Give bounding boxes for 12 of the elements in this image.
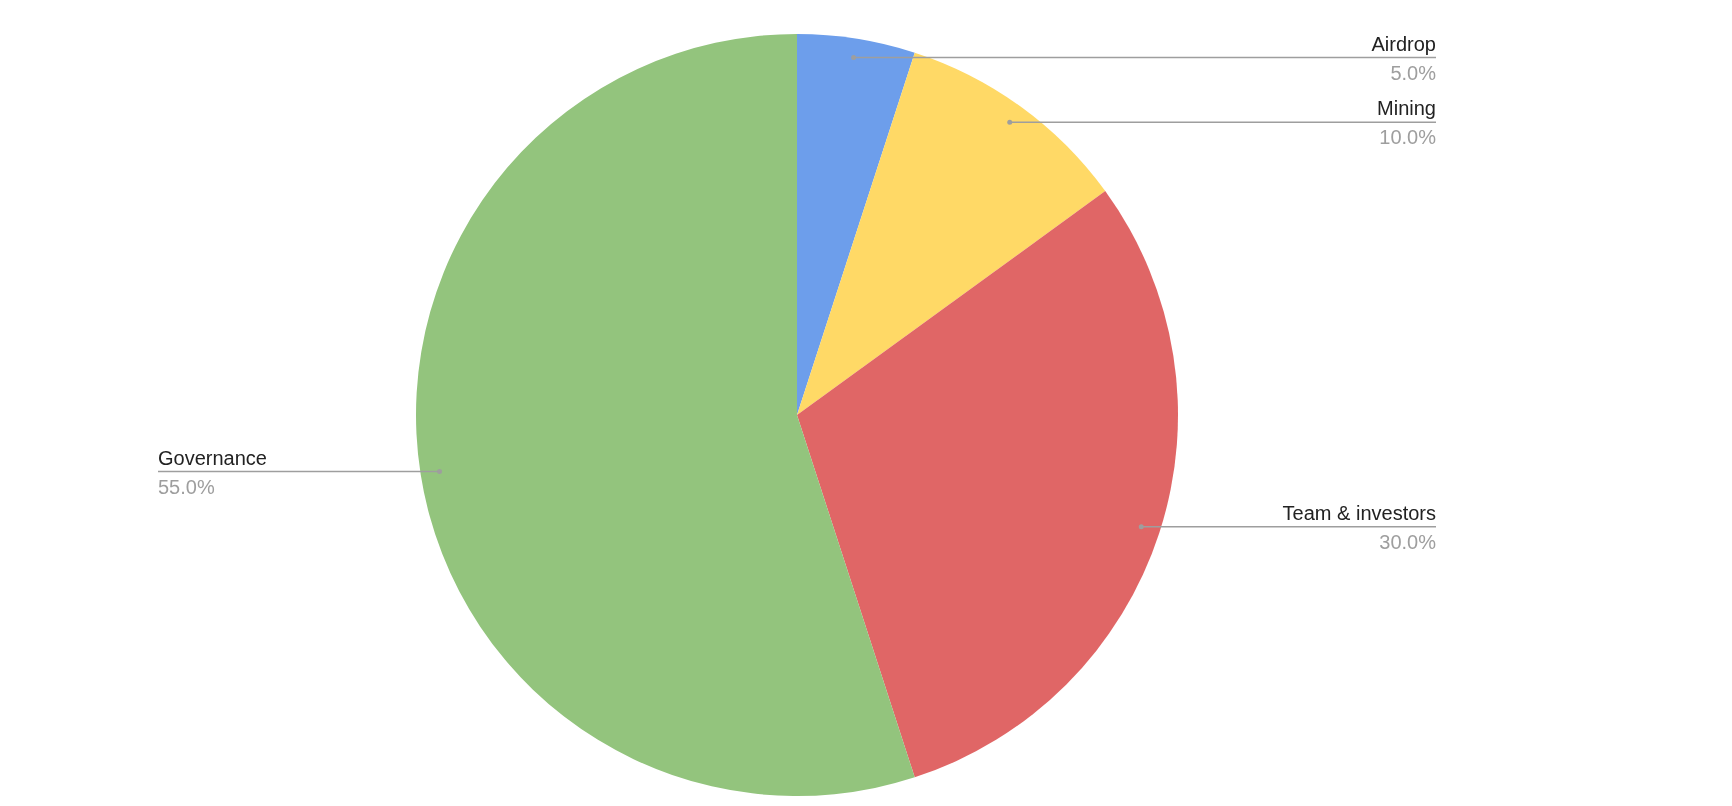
pie-slice	[797, 191, 1178, 778]
data-label: 30.0%	[1379, 530, 1437, 553]
data-label: 5.0%	[1390, 61, 1437, 84]
pie-slice	[416, 34, 915, 796]
data-label: 55.0%	[158, 475, 215, 498]
data-label: 10.0%	[1379, 126, 1437, 149]
slice-label: Airdrop	[1371, 32, 1436, 55]
slice-label: Governance	[158, 446, 267, 469]
pie-slice	[797, 52, 1106, 415]
slice-label: Mining	[1377, 97, 1436, 120]
pie-slice	[797, 34, 915, 415]
slice-label: Team & investors	[1282, 501, 1436, 524]
